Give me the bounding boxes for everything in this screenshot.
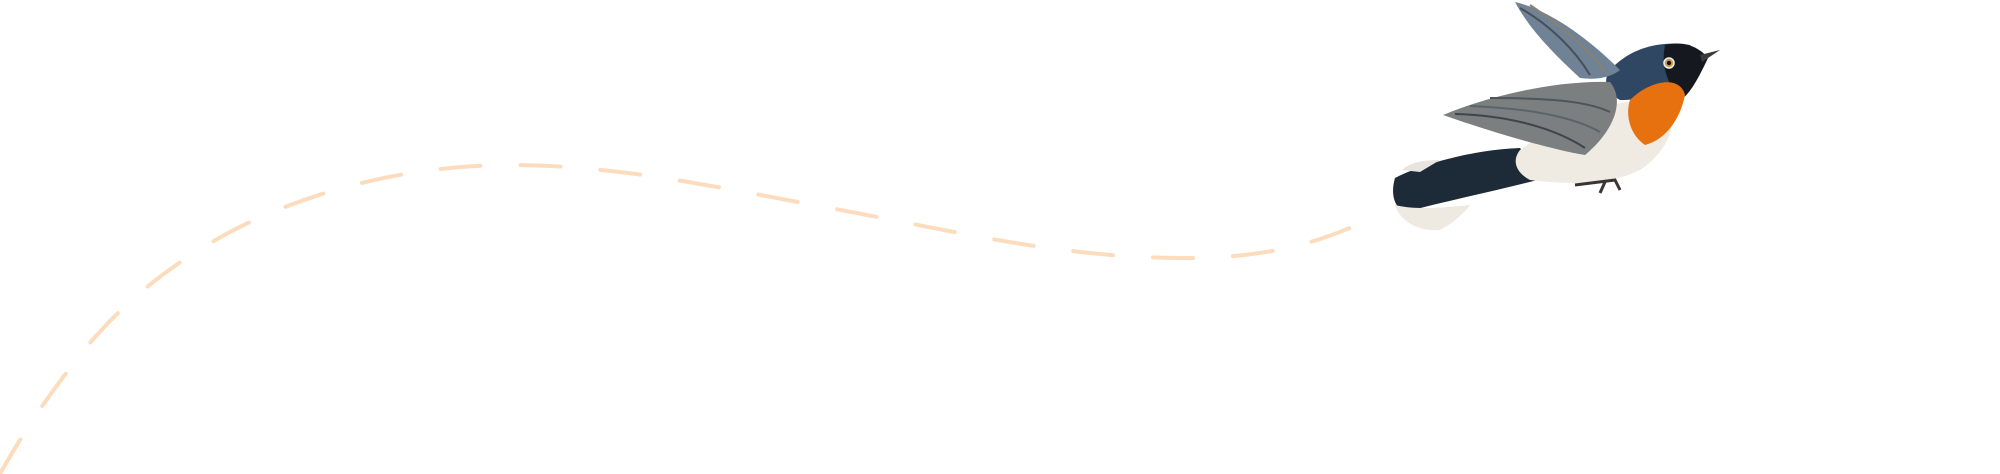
bird-throat [1628,82,1685,145]
bird [1393,2,1720,231]
bird-tail-tips [1395,205,1470,231]
bird-lower-wing [1443,81,1617,155]
dashed-flight-path [0,162,1354,474]
bird-legs [1574,178,1622,194]
bird-beak [1700,50,1720,62]
